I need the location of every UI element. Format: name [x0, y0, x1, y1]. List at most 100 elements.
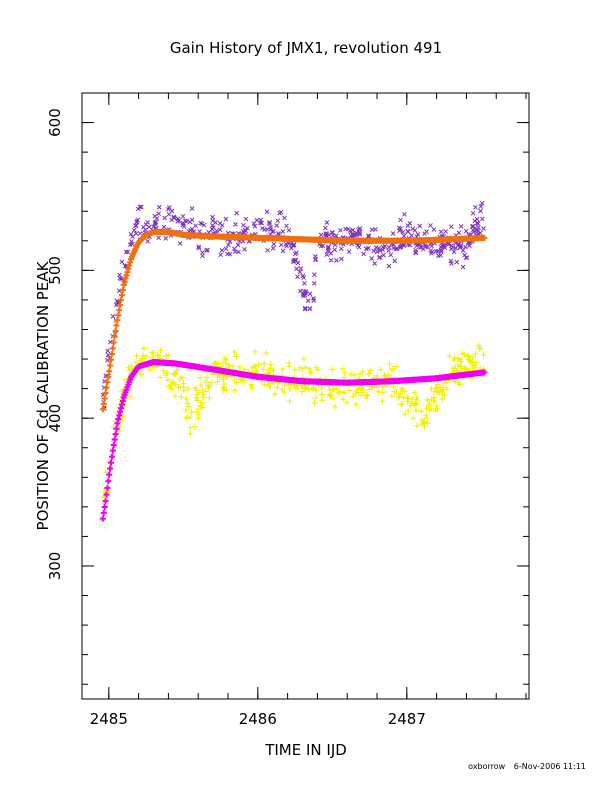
data-point [205, 247, 210, 253]
data-point [405, 223, 411, 228]
data-point [460, 264, 466, 270]
data-point [414, 243, 420, 248]
fit-point [101, 503, 108, 510]
data-point [363, 391, 370, 398]
data-point [302, 305, 308, 311]
data-point [167, 385, 174, 392]
data-point [455, 379, 462, 386]
data-point [223, 386, 230, 393]
data-point [302, 364, 309, 371]
data-point [409, 396, 416, 403]
fit-point [109, 345, 116, 352]
data-point [294, 250, 299, 256]
data-point [271, 241, 277, 247]
data-point [265, 247, 270, 253]
data-point [326, 232, 332, 238]
data-point [177, 241, 183, 246]
data-point [329, 229, 335, 235]
data-point [145, 238, 151, 244]
data-point [326, 391, 333, 398]
data-point [286, 363, 293, 370]
data-point [396, 393, 403, 400]
data-point [264, 209, 270, 215]
data-point [448, 246, 454, 252]
data-point [346, 249, 352, 255]
data-point [333, 385, 340, 392]
data-point [173, 368, 180, 375]
fit-point [101, 395, 108, 402]
data-point [195, 415, 202, 422]
y-axis-label: POSITION OF Cd CALIBRATION PEAK [34, 260, 52, 530]
data-point [382, 373, 389, 380]
data-point [359, 368, 366, 375]
data-point [199, 387, 206, 394]
data-point [193, 387, 200, 394]
data-point [240, 222, 246, 228]
y-tick-label: 400 [46, 404, 64, 433]
data-point [249, 364, 256, 371]
data-point [372, 261, 378, 266]
data-point [258, 220, 263, 226]
data-point [393, 388, 400, 395]
data-point [157, 347, 164, 354]
x-tick-label: 2487 [388, 710, 426, 728]
data-point [140, 352, 147, 359]
fit-point [105, 373, 112, 380]
data-point [282, 215, 287, 221]
fit-point [118, 297, 125, 304]
series-layer [99, 200, 488, 522]
data-point [433, 384, 440, 391]
data-point [353, 401, 360, 408]
data-point [373, 227, 378, 232]
data-point [472, 359, 479, 366]
data-point [357, 371, 364, 378]
data-point [137, 231, 143, 236]
data-point [150, 349, 157, 356]
data-point [350, 393, 357, 400]
data-point [391, 245, 396, 251]
data-point [473, 204, 478, 210]
data-point [307, 306, 313, 311]
data-point [110, 313, 116, 319]
data-point [328, 251, 334, 256]
data-point [225, 251, 230, 257]
data-point [343, 399, 350, 406]
data-point [417, 223, 423, 229]
data-point [318, 232, 324, 238]
data-point [361, 251, 366, 257]
data-point [184, 386, 191, 393]
data-point [276, 231, 281, 236]
data-point [179, 374, 186, 381]
data-point [125, 249, 131, 255]
data-point [161, 224, 167, 230]
data-point [301, 275, 307, 280]
data-point [199, 404, 206, 411]
data-point [302, 280, 307, 286]
data-point [193, 223, 198, 229]
data-point [171, 371, 178, 378]
x-tick-label: 2486 [239, 710, 277, 728]
data-point [464, 255, 469, 261]
data-point [339, 256, 344, 262]
data-point [261, 381, 268, 388]
data-point [105, 348, 111, 354]
data-point [166, 205, 172, 210]
data-point [222, 360, 229, 367]
data-point [286, 227, 292, 233]
data-point [415, 232, 421, 237]
data-point [283, 241, 289, 247]
data-point [128, 362, 135, 369]
data-point [221, 355, 228, 362]
data-point [350, 231, 355, 237]
data-point [295, 274, 300, 280]
data-point [128, 231, 134, 237]
data-point [476, 224, 481, 230]
data-point [123, 249, 129, 255]
fit-point [111, 333, 118, 340]
data-point [180, 222, 186, 228]
data-point [462, 365, 469, 372]
data-point [206, 383, 213, 390]
data-point [232, 249, 238, 254]
fit-point [107, 465, 114, 472]
